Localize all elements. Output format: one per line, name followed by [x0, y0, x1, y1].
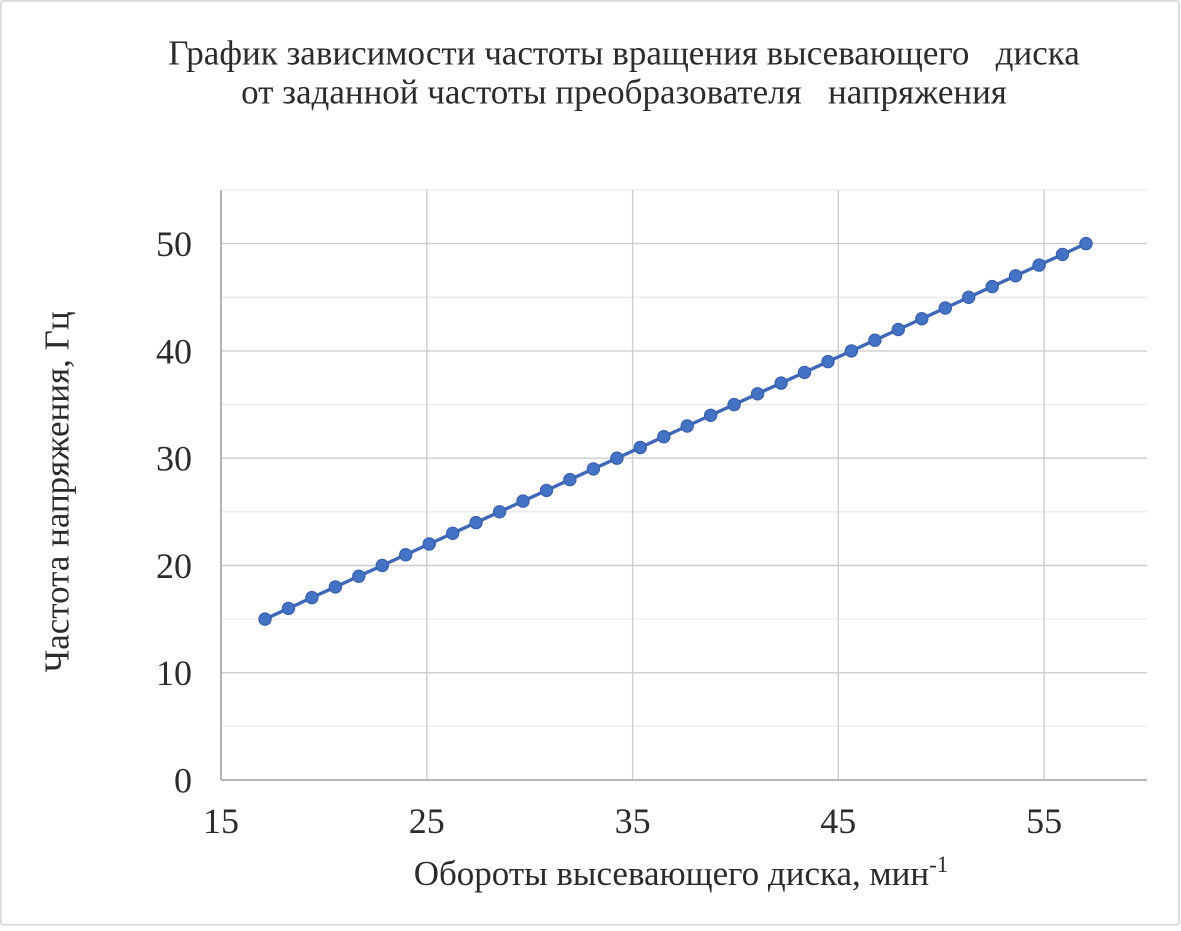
- svg-text:0: 0: [174, 761, 192, 801]
- svg-text:40: 40: [156, 331, 192, 371]
- svg-text:График зависимости частоты вра: График зависимости частоты вращения высе…: [168, 34, 1080, 73]
- svg-text:от заданной частоты преобразов: от заданной частоты преобразователя напр…: [241, 73, 1007, 112]
- svg-text:Обороты высевающего диска, мин: Обороты высевающего диска, мин-1: [414, 852, 949, 893]
- svg-text:10: 10: [156, 653, 192, 693]
- svg-text:Частота напряжения, Гц: Частота напряжения, Гц: [38, 311, 77, 672]
- svg-text:35: 35: [615, 801, 651, 841]
- svg-text:20: 20: [156, 546, 192, 586]
- svg-text:30: 30: [156, 439, 192, 479]
- svg-text:15: 15: [203, 801, 239, 841]
- svg-text:45: 45: [820, 801, 856, 841]
- svg-text:25: 25: [409, 801, 445, 841]
- svg-text:50: 50: [156, 224, 192, 264]
- svg-text:55: 55: [1026, 801, 1062, 841]
